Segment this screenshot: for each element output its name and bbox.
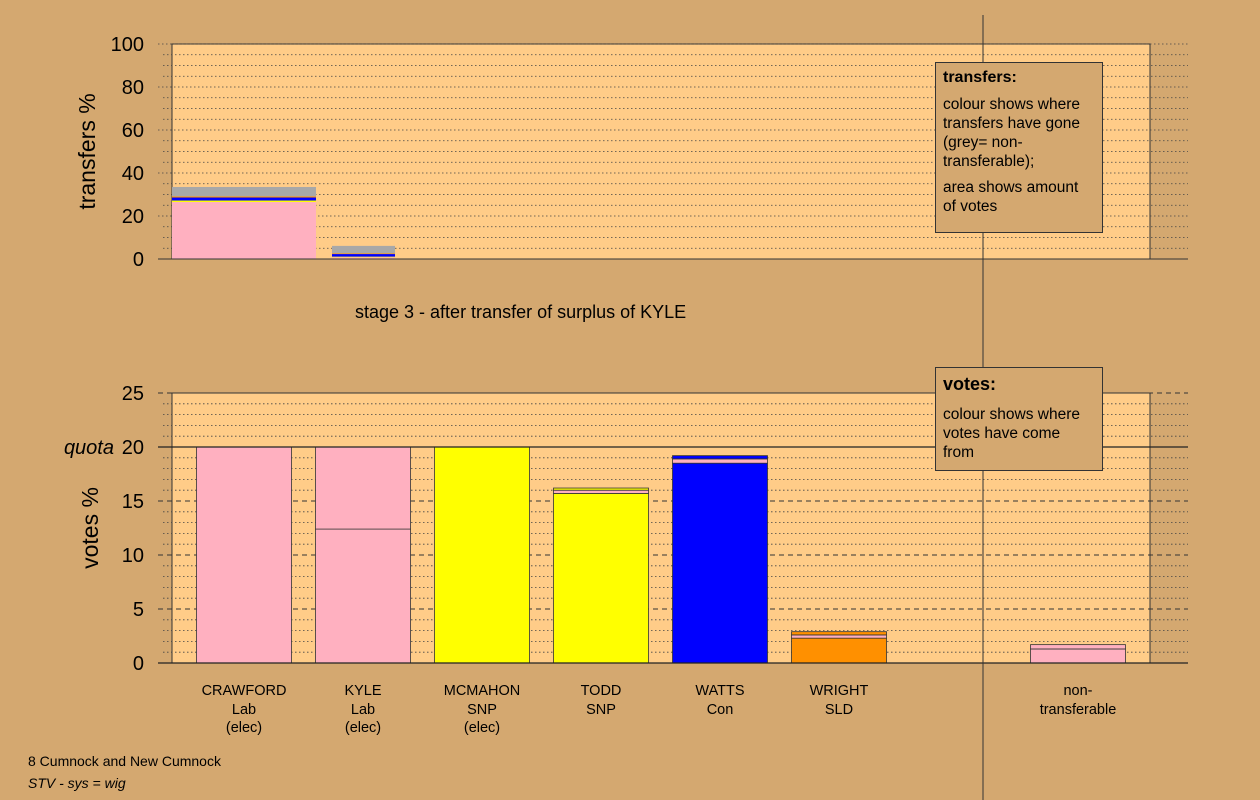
candidate-status: (elec) bbox=[225, 720, 263, 736]
transfers-tick-label: 20 bbox=[122, 206, 144, 228]
transfers-axis-label: transfers % bbox=[74, 93, 100, 209]
vote-bar-segment bbox=[553, 487, 649, 491]
transfers-note: transfers: colour shows where transfers … bbox=[935, 62, 1103, 233]
candidate-label: KYLE Lab (elec) bbox=[293, 682, 433, 738]
transfers-note-area: area shows amount of votes bbox=[943, 179, 1079, 215]
candidate-party: SNP bbox=[467, 701, 497, 718]
vote-bar-segment bbox=[1030, 644, 1126, 650]
transfer-bar-segment bbox=[172, 200, 316, 203]
vote-bar-segment bbox=[791, 631, 887, 636]
vote-bar-segment bbox=[553, 489, 649, 494]
vote-bar-segment bbox=[315, 528, 411, 664]
votes-tick-label: 5 bbox=[133, 599, 144, 621]
candidate-name: non- bbox=[1063, 683, 1093, 699]
candidate-status: (elec) bbox=[463, 720, 501, 736]
transfer-bar-segment bbox=[172, 202, 316, 259]
candidate-label: WATTS Con bbox=[650, 682, 790, 719]
votes-note: votes: colour shows where votes have com… bbox=[935, 367, 1103, 471]
candidate-label: WRIGHT SLD bbox=[769, 682, 909, 719]
candidate-name: WATTS bbox=[695, 683, 745, 699]
candidate-label: MCMAHON SNP (elec) bbox=[412, 682, 552, 738]
transfers-tick-label: 0 bbox=[133, 249, 144, 271]
transfer-bar-segment bbox=[332, 254, 395, 257]
votes-axis-label: votes % bbox=[77, 487, 103, 569]
system-label: STV - sys = wig bbox=[28, 775, 126, 791]
candidate-name: KYLE bbox=[344, 683, 382, 699]
votes-note-heading: votes: bbox=[943, 374, 997, 394]
transfers-note-colour: colour shows where transfers have gone (… bbox=[943, 96, 1081, 170]
votes-tick-label: 20 bbox=[122, 437, 144, 459]
vote-bar-segment bbox=[553, 493, 649, 664]
candidate-name: WRIGHT bbox=[809, 683, 869, 699]
vote-bar-segment bbox=[672, 462, 768, 664]
vote-bar-segment bbox=[672, 455, 768, 460]
transfers-tick-label: 60 bbox=[122, 120, 144, 142]
constituency-label: 8 Cumnock and New Cumnock bbox=[28, 753, 221, 769]
vote-bar-segment bbox=[1030, 648, 1126, 664]
votes-tick-label: 25 bbox=[122, 383, 144, 405]
stage-title: stage 3 - after transfer of surplus of K… bbox=[355, 302, 687, 322]
vote-bar-segment bbox=[791, 637, 887, 664]
votes-tick-label: 0 bbox=[133, 653, 144, 675]
transfers-tick-label: 100 bbox=[111, 34, 144, 56]
transfers-tick-label: 80 bbox=[122, 77, 144, 99]
candidate-name: CRAWFORD bbox=[201, 683, 287, 699]
candidate-label: non-transferable bbox=[1008, 682, 1148, 719]
votes-tick-label: 10 bbox=[122, 545, 144, 567]
transfer-bar-segment bbox=[172, 186, 316, 197]
candidate-party: SLD bbox=[824, 701, 854, 718]
candidate-label: CRAWFORD Lab (elec) bbox=[174, 682, 314, 738]
quota-label: quota bbox=[64, 437, 114, 459]
votes-tick-label: 15 bbox=[122, 491, 144, 513]
vote-bar-segment bbox=[672, 458, 768, 464]
transfer-bar-segment bbox=[332, 256, 395, 258]
transfer-bar-segment bbox=[332, 257, 395, 259]
votes-note-colour: colour shows where votes have come from bbox=[943, 406, 1080, 461]
vote-bar-segment bbox=[434, 446, 530, 664]
vote-bar-segment bbox=[196, 446, 292, 664]
candidate-status: (elec) bbox=[344, 720, 382, 736]
candidate-party: SNP bbox=[586, 701, 616, 718]
transfer-bar-segment bbox=[332, 253, 395, 255]
transfer-bar-segment bbox=[172, 197, 316, 201]
transfer-bar-segment bbox=[172, 196, 316, 198]
vote-bar-segment bbox=[791, 634, 887, 639]
candidate-party: Lab bbox=[231, 701, 257, 718]
candidate-label: TODD SNP bbox=[531, 682, 671, 719]
transfers-note-heading: transfers: bbox=[943, 69, 1017, 86]
vote-bar-segment bbox=[315, 446, 411, 530]
transfer-bar-segment bbox=[332, 245, 395, 254]
transfers-tick-label: 40 bbox=[122, 163, 144, 185]
candidate-name: transferable bbox=[1039, 701, 1117, 718]
candidate-name: MCMAHON bbox=[443, 683, 521, 699]
candidate-party: Lab bbox=[350, 701, 376, 718]
candidate-name: TODD bbox=[580, 683, 622, 699]
candidate-party: Con bbox=[706, 701, 734, 718]
